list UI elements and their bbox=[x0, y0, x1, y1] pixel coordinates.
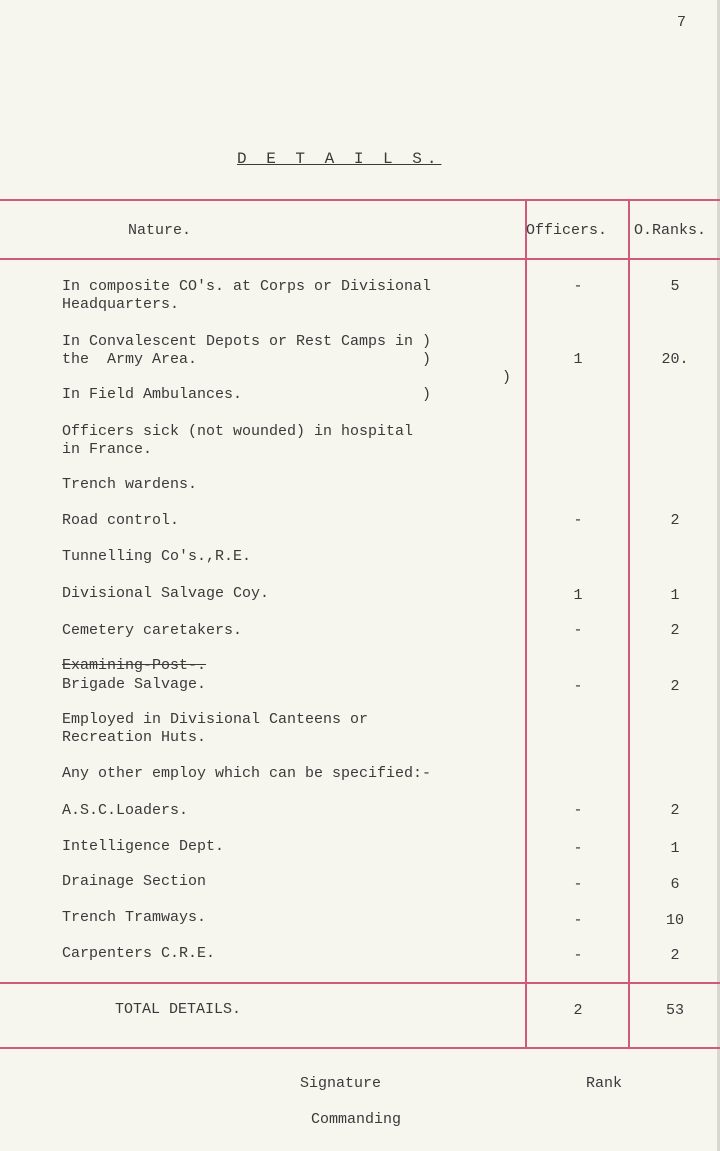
row-nature: Trench Tramways. bbox=[62, 909, 207, 926]
row-nature: A.S.C.Loaders. bbox=[62, 802, 189, 819]
page-title: D E T A I L S. bbox=[237, 150, 442, 168]
row-other-ranks: 10 bbox=[665, 912, 684, 929]
row-nature: In Convalescent Depots or Rest Camps in … bbox=[62, 333, 432, 368]
header-rule bbox=[0, 258, 720, 260]
row-officers: 1 bbox=[573, 351, 583, 368]
row-officers: - bbox=[573, 802, 583, 819]
commanding-label: Commanding bbox=[311, 1111, 402, 1128]
row-nature: In composite CO's. at Corps or Divisiona… bbox=[62, 278, 432, 313]
row-officers: - bbox=[573, 840, 583, 857]
header-nature: Nature. bbox=[128, 222, 192, 239]
row-other-ranks: 1 bbox=[670, 840, 680, 857]
row-officers: - bbox=[573, 876, 583, 893]
row-other-ranks: 2 bbox=[670, 802, 680, 819]
row-nature: Employed in Divisional Canteens or Recre… bbox=[62, 711, 369, 746]
row-other-ranks: 2 bbox=[670, 622, 680, 639]
total-other-ranks: 53 bbox=[665, 1002, 684, 1019]
header-officers: Officers. bbox=[526, 222, 608, 239]
header-other-ranks: O.Ranks. bbox=[634, 222, 707, 239]
row-nature: Cemetery caretakers. bbox=[62, 622, 243, 639]
row-nature: Trench wardens. bbox=[62, 476, 198, 493]
row-nature: Road control. bbox=[62, 512, 180, 529]
table-bottom-rule bbox=[0, 1047, 720, 1049]
row-other-ranks: 2 bbox=[670, 512, 680, 529]
row-nature: In Field Ambulances. ) bbox=[62, 386, 432, 403]
row-officers: 1 bbox=[573, 587, 583, 604]
row-nature: Divisional Salvage Coy. bbox=[62, 585, 270, 602]
total-top-rule bbox=[0, 982, 720, 984]
row-other-ranks: 5 bbox=[670, 278, 680, 295]
row-nature: Intelligence Dept. bbox=[62, 838, 225, 855]
total-label: TOTAL DETAILS. bbox=[115, 1001, 242, 1018]
row-other-ranks: 6 bbox=[670, 876, 680, 893]
page-edge bbox=[717, 0, 720, 1151]
page-number: 7 bbox=[677, 14, 687, 31]
row-officers: - bbox=[573, 512, 583, 529]
row-nature: Carpenters C.R.E. bbox=[62, 945, 216, 962]
row-officers: - bbox=[573, 278, 583, 295]
row-nature: Drainage Section bbox=[62, 873, 207, 890]
row-other-ranks: 2 bbox=[670, 947, 680, 964]
total-officers: 2 bbox=[573, 1002, 583, 1019]
row-nature: Brigade Salvage. bbox=[62, 676, 207, 693]
row-nature: Any other employ which can be specified:… bbox=[62, 765, 432, 782]
signature-label: Signature bbox=[300, 1075, 382, 1092]
struck-text: Examining-Post-. bbox=[62, 657, 207, 674]
rank-label: Rank bbox=[586, 1075, 623, 1092]
row-other-ranks: 2 bbox=[670, 678, 680, 695]
row-officers: - bbox=[573, 947, 583, 964]
row-officers: - bbox=[573, 912, 583, 929]
row-nature: Officers sick (not wounded) in hospital … bbox=[62, 423, 414, 458]
row-officers: - bbox=[573, 622, 583, 639]
column-divider bbox=[628, 199, 630, 1048]
bracket: ) bbox=[502, 369, 512, 386]
row-officers: - bbox=[573, 678, 583, 695]
row-nature: Tunnelling Co's.,R.E. bbox=[62, 548, 252, 565]
row-other-ranks: 20. bbox=[661, 351, 689, 368]
column-divider bbox=[525, 199, 527, 1048]
table-top-rule bbox=[0, 199, 720, 201]
row-other-ranks: 1 bbox=[670, 587, 680, 604]
